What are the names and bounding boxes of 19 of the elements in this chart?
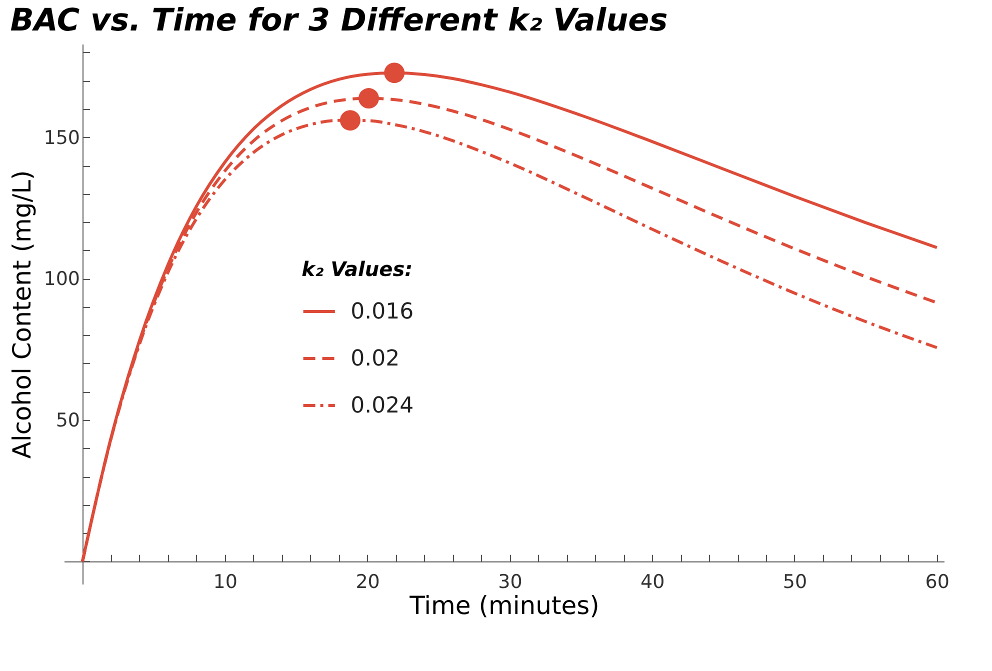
point xyxy=(358,88,379,109)
x-tick-label: 40 xyxy=(640,570,665,593)
y-tick-label: 150 xyxy=(44,126,80,149)
point xyxy=(384,62,405,84)
legend-label: 0.02 xyxy=(350,346,400,372)
legend-label: 0.024 xyxy=(350,394,414,418)
chart-title: BAC vs. Time for 3 Different k₂ Values xyxy=(10,2,668,38)
x-tick-label: 20 xyxy=(356,570,380,593)
x-tick-label: 50 xyxy=(782,570,808,593)
legend-label: 0.016 xyxy=(350,300,414,324)
legend-title: k₂ Values: xyxy=(302,257,413,281)
y-tick-label: 50 xyxy=(56,410,80,432)
y-axis-title: Alcohol Content (mg/L) xyxy=(8,170,37,459)
y-tick-label: 100 xyxy=(44,268,80,290)
x-tick-label: 30 xyxy=(498,570,522,593)
point xyxy=(340,110,360,131)
x-tick-label: 60 xyxy=(925,570,950,593)
x-tick-label: 10 xyxy=(213,570,238,593)
x-axis-title: Time (minutes) xyxy=(408,590,600,620)
